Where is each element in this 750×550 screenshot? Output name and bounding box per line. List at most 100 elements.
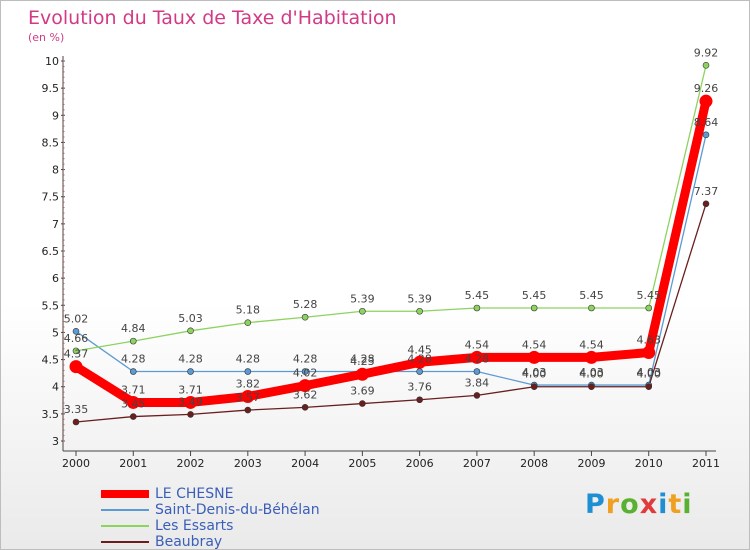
legend-swatch-beaubray: [101, 541, 149, 543]
data-point: [588, 383, 595, 391]
data-point: [301, 404, 309, 411]
y-tick-label: 5.5: [42, 299, 60, 312]
series-points: [69, 62, 713, 426]
x-tick-label: 2006: [406, 457, 434, 470]
data-label: 4.28: [407, 353, 432, 366]
data-labels: 4.37 3.71 3.71 3.82 4.02 4.23 4.45 4.54 4.54 4.54…: [64, 46, 719, 416]
data-label: 9.26: [694, 82, 719, 95]
data-point: [645, 383, 653, 391]
data-point: [244, 406, 252, 414]
y-tick-label: 8: [52, 164, 59, 177]
legend-label: Saint-Denis-du-Béhélan: [155, 502, 320, 518]
data-label: 9.92: [694, 46, 719, 59]
data-label: 3.35: [64, 403, 89, 416]
data-label: 4.03: [522, 366, 547, 379]
y-tick-label: 9.5: [42, 82, 60, 95]
data-label: 5.28: [293, 298, 318, 311]
logo-letter: P: [585, 489, 606, 520]
data-point: [588, 304, 595, 312]
data-label: 3.71: [121, 383, 146, 396]
data-label: 4.28: [293, 353, 318, 366]
data-point: [355, 367, 369, 381]
legend-label: Beaubray: [155, 534, 223, 550]
data-label: 4.28: [178, 353, 203, 366]
x-tick-label: 2009: [577, 457, 605, 470]
data-point: [359, 400, 366, 407]
x-tick-label: 2002: [177, 457, 205, 470]
data-point: [244, 319, 252, 326]
data-point: [473, 392, 481, 399]
y-tick-label: 6: [52, 272, 59, 285]
data-label: 4.28: [121, 353, 146, 366]
proxiti-logo: Proxiti: [585, 489, 693, 520]
data-label: 5.45: [636, 289, 661, 302]
data-label: 3.45: [121, 398, 146, 411]
data-label: 4.02: [293, 367, 318, 380]
logo-letter: t: [668, 489, 683, 520]
data-point: [241, 389, 255, 403]
x-tick-label: 2010: [635, 457, 663, 470]
data-point: [72, 418, 80, 426]
data-label: 3.62: [293, 388, 318, 401]
data-point: [69, 360, 83, 374]
data-label: 4.45: [407, 343, 432, 356]
chart-subtitle: (en %): [28, 31, 65, 44]
data-label: 5.45: [579, 289, 604, 302]
data-label: 3.49: [178, 395, 203, 408]
data-point: [244, 368, 252, 375]
series-line: [75, 203, 707, 423]
data-label: 5.03: [178, 312, 203, 325]
data-point: [530, 304, 538, 312]
data-point: [187, 368, 194, 375]
data-point: [527, 350, 541, 364]
data-point: [298, 379, 312, 393]
x-tick-label: 2007: [463, 457, 491, 470]
data-point: [642, 346, 656, 360]
data-point: [187, 411, 194, 418]
data-point: [129, 368, 137, 375]
logo-letter: o: [620, 489, 640, 520]
y-tick-label: 3.5: [42, 408, 60, 421]
data-point: [72, 347, 80, 355]
logo-letter: i: [658, 489, 669, 520]
data-label: 3.76: [407, 381, 432, 394]
x-tick-label: 2011: [692, 457, 720, 470]
data-point: [129, 413, 137, 420]
data-point: [416, 396, 423, 404]
series-line: [75, 134, 707, 386]
data-point: [184, 395, 198, 409]
data-label: 4.54: [465, 338, 490, 351]
series-line: [75, 64, 707, 352]
data-label: 4.54: [579, 338, 604, 351]
data-label: 4.28: [236, 353, 261, 366]
data-point: [702, 131, 710, 139]
y-tick-label: 4: [52, 381, 59, 394]
data-point: [530, 383, 538, 391]
data-point: [702, 200, 710, 208]
data-label: 4.66: [64, 332, 89, 345]
data-point: [72, 328, 80, 335]
x-tick-label: 2001: [119, 457, 147, 470]
y-tick-label: 3: [52, 435, 59, 448]
data-label: 4.84: [121, 322, 146, 335]
x-tick-label: 2005: [348, 457, 376, 470]
data-point: [126, 395, 140, 409]
legend-label: Les Essarts: [155, 518, 234, 534]
y-tick-label: 6.5: [42, 245, 60, 258]
data-label: 5.45: [465, 289, 490, 302]
data-label: 3.82: [236, 377, 261, 390]
y-tick-label: 10: [45, 55, 59, 68]
x-tick-label: 2004: [291, 457, 319, 470]
data-label: 5.02: [64, 312, 89, 325]
data-point: [413, 355, 427, 369]
logo-letter: x: [639, 489, 659, 520]
data-point: [416, 368, 423, 375]
data-point: [470, 350, 484, 364]
data-point: [301, 313, 309, 321]
y-tick-label: 5: [52, 326, 59, 339]
data-point: [129, 337, 137, 345]
data-label: 4.28: [465, 353, 490, 366]
data-label: 4.23: [350, 355, 375, 368]
